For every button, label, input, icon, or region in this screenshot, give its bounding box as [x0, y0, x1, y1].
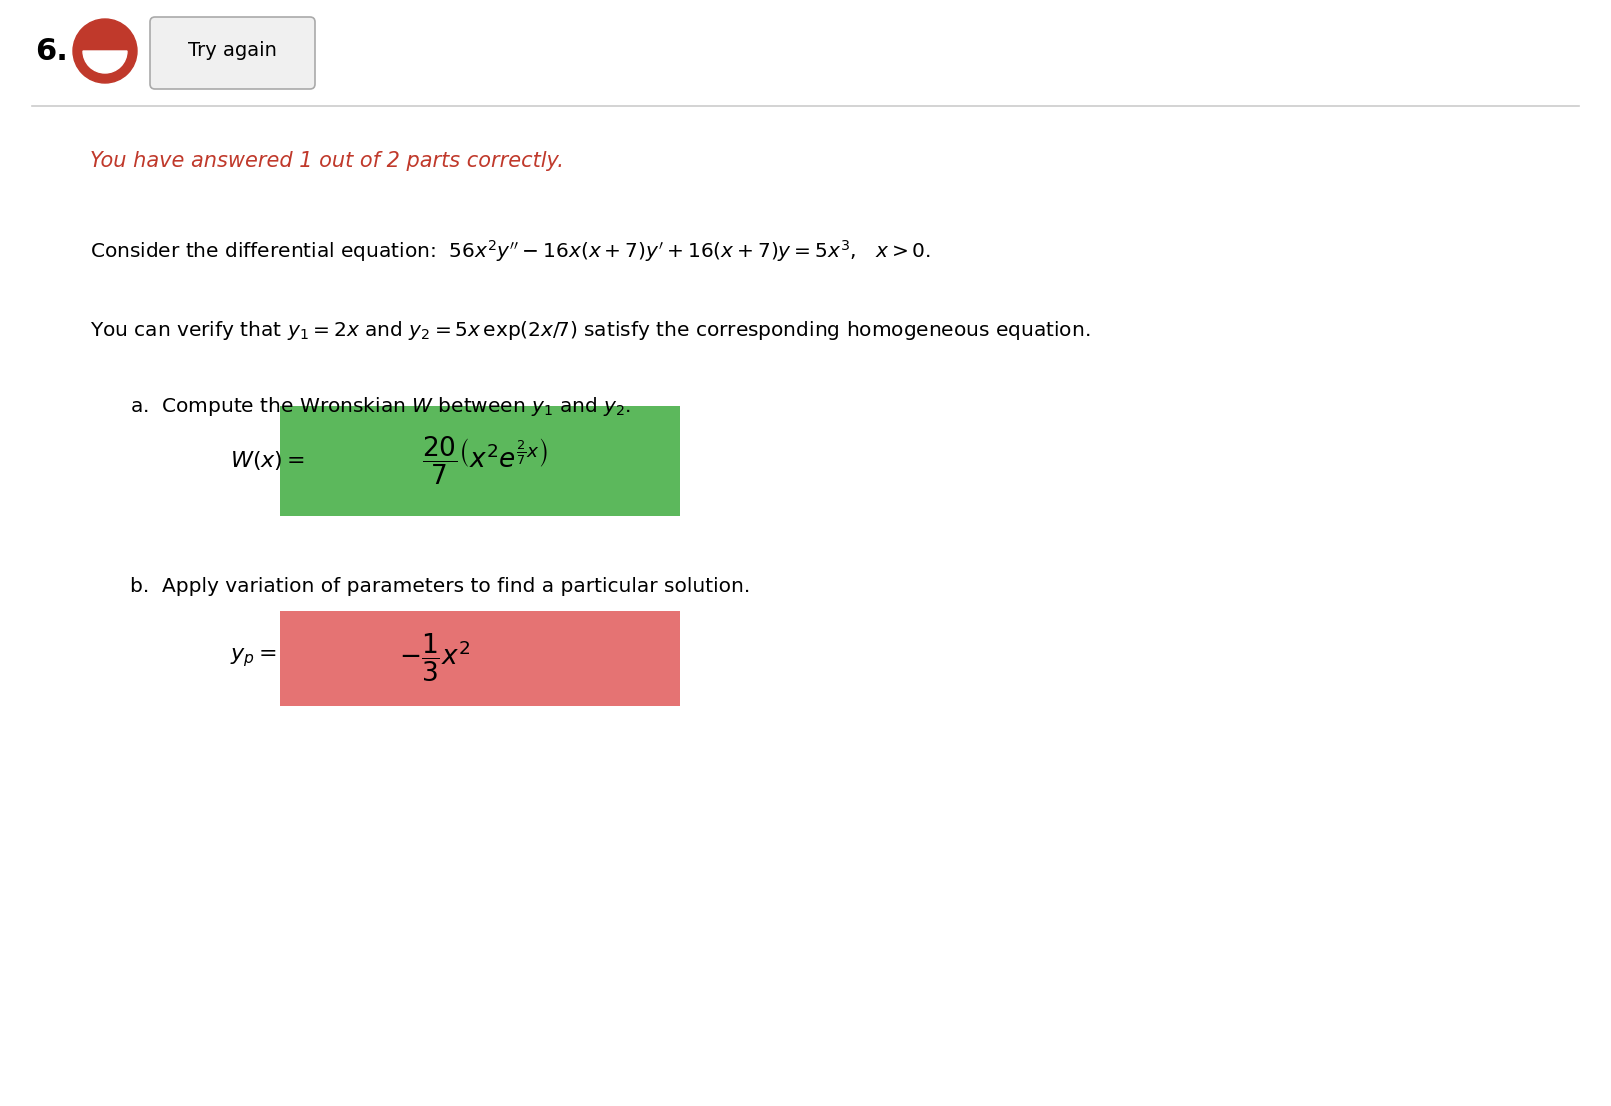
Text: $-\dfrac{1}{3}x^2$: $-\dfrac{1}{3}x^2$ — [400, 632, 470, 685]
Text: b.  Apply variation of parameters to find a particular solution.: b. Apply variation of parameters to find… — [130, 576, 751, 595]
Text: $y_p = $: $y_p = $ — [230, 647, 277, 669]
FancyBboxPatch shape — [150, 17, 316, 88]
Text: $\dfrac{20}{7}\left(x^2 e^{\frac{2}{7}x}\right)$: $\dfrac{20}{7}\left(x^2 e^{\frac{2}{7}x}… — [422, 435, 548, 487]
Text: $W(x) = $: $W(x) = $ — [230, 449, 304, 472]
Text: You can verify that $y_1 = 2x$ and $y_2 = 5x\,\exp(2x/7)$ satisfy the correspond: You can verify that $y_1 = 2x$ and $y_2 … — [90, 320, 1091, 343]
FancyBboxPatch shape — [280, 406, 680, 517]
Text: Try again: Try again — [188, 42, 277, 61]
Text: You have answered 1 out of 2 parts correctly.: You have answered 1 out of 2 parts corre… — [90, 152, 564, 171]
Text: a.  Compute the Wronskian $W$ between $y_1$ and $y_2$.: a. Compute the Wronskian $W$ between $y_… — [130, 395, 632, 417]
Circle shape — [72, 19, 137, 83]
Wedge shape — [84, 51, 127, 73]
FancyBboxPatch shape — [280, 611, 680, 706]
Text: 6.: 6. — [35, 36, 68, 65]
Text: Consider the differential equation:  $56x^2y'' - 16x(x+7)y' + 16(x+7)y = 5x^3$, : Consider the differential equation: $56x… — [90, 238, 931, 264]
